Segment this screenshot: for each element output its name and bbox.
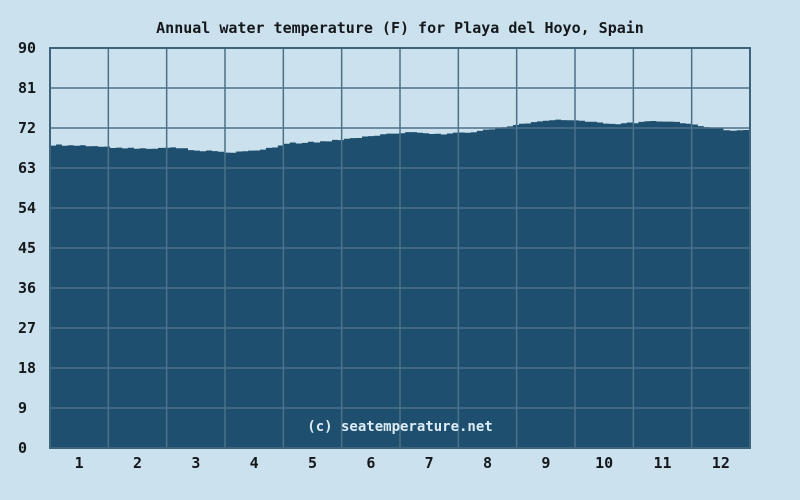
x-tick-label: 3	[191, 454, 201, 472]
x-tick-label: 7	[424, 454, 434, 472]
x-tick-label: 11	[653, 454, 672, 472]
y-tick-label: 18	[18, 359, 37, 377]
y-tick-label: 27	[18, 319, 37, 337]
plot-area	[49, 47, 751, 449]
y-tick-label: 0	[18, 439, 28, 457]
x-tick-label: 4	[249, 454, 259, 472]
y-tick-label: 54	[18, 199, 37, 217]
x-tick-label: 12	[711, 454, 730, 472]
x-tick-label: 10	[595, 454, 614, 472]
y-tick-label: 9	[18, 399, 28, 417]
x-tick-label: 5	[307, 454, 318, 472]
y-tick-label: 63	[18, 159, 37, 177]
x-tick-label: 2	[132, 454, 143, 472]
y-tick-label: 45	[18, 239, 37, 257]
y-tick-label: 36	[18, 279, 37, 297]
y-tick-label: 90	[18, 39, 37, 57]
watermark: (c) seatemperature.net	[307, 419, 493, 435]
x-tick-label: 9	[541, 454, 551, 472]
plot-border	[49, 47, 751, 449]
y-tick-label: 81	[18, 79, 37, 97]
x-tick-label: 1	[74, 454, 84, 472]
chart-title: Annual water temperature (F) for Playa d…	[156, 19, 644, 37]
x-tick-label: 6	[366, 454, 376, 472]
x-tick-label: 8	[482, 454, 493, 472]
y-tick-label: 72	[18, 119, 37, 137]
